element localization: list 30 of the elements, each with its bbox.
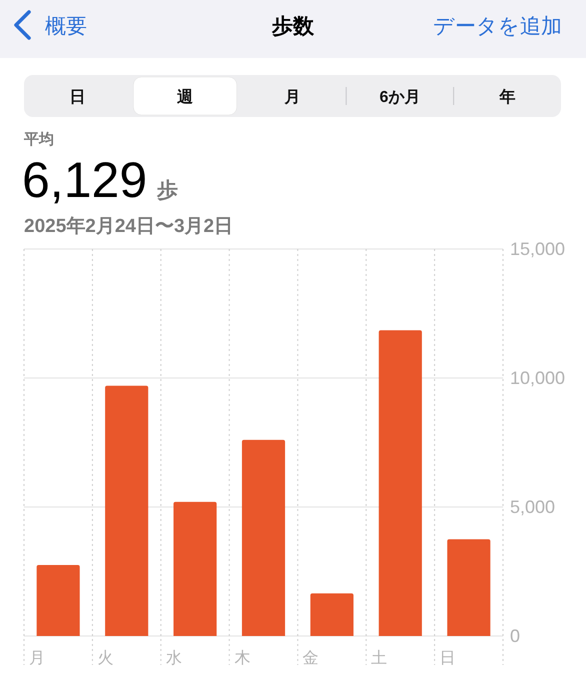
text: 年: [498, 88, 516, 106]
y-tick-label: 15,000: [510, 239, 566, 259]
text: データを追加: [433, 15, 562, 38]
bar: [105, 386, 148, 636]
x-tick-label: 土: [371, 649, 388, 667]
bar: [447, 539, 490, 636]
text: 平均: [23, 131, 54, 148]
text: 週: [176, 88, 194, 106]
text: 歩: [156, 179, 178, 202]
chart-subtitle: 2025年2月24日〜3月2日: [24, 216, 234, 237]
y-tick-label: 5,000: [510, 497, 556, 517]
x-tick-label: 日: [440, 650, 456, 667]
text: 6,129: [22, 152, 148, 208]
bar: [242, 440, 286, 636]
text: 概要: [45, 15, 87, 38]
x-tick-label: 月: [29, 650, 45, 667]
bar: [310, 593, 354, 636]
x-tick-label: 火: [97, 649, 114, 667]
x-tick-label: 水: [166, 649, 182, 667]
bar: [378, 330, 422, 636]
text: 6か月: [379, 89, 420, 106]
text: 月: [284, 89, 300, 106]
text: 日: [70, 89, 86, 106]
bar: [174, 502, 217, 636]
bar: [36, 565, 80, 636]
chart-title: 歩数: [271, 15, 315, 38]
y-tick-label: 10,000: [510, 368, 566, 388]
x-tick-label: 木: [234, 649, 250, 667]
x-tick-label: 金: [302, 650, 319, 667]
y-tick-label: 0: [510, 626, 520, 646]
